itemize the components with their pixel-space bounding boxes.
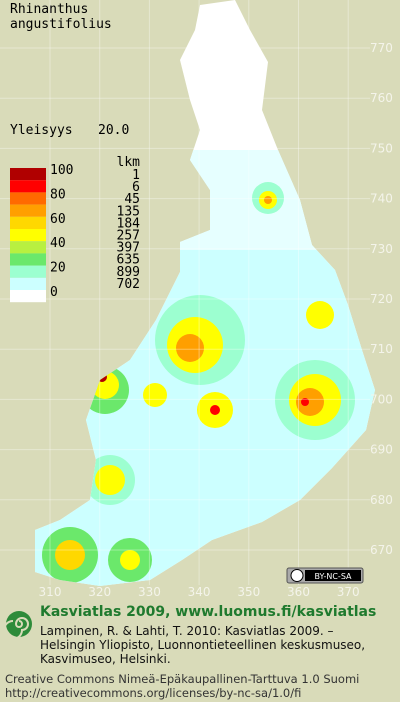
count-label: 45 [124, 192, 140, 207]
frequency-value: 20.0 [98, 123, 129, 138]
y-grid-label: 740 [370, 192, 393, 206]
legend-swatch [10, 216, 46, 229]
x-grid-label: 340 [188, 585, 211, 599]
legend-swatch [10, 241, 46, 254]
y-grid-label: 750 [370, 141, 393, 155]
y-grid-label: 730 [370, 242, 393, 256]
count-header: lkm [117, 155, 141, 170]
x-grid-label: 350 [237, 585, 260, 599]
y-grid-label: 770 [370, 41, 393, 55]
legend-swatch [10, 253, 46, 266]
y-grid-label: 720 [370, 292, 393, 306]
logo [3, 611, 32, 640]
legend-swatch [10, 290, 46, 303]
citation: Kasvimuseo, Helsinki. [40, 652, 171, 666]
y-grid-label: 690 [370, 443, 393, 457]
badge-text: BY-NC-SA [314, 572, 352, 581]
legend-swatch [10, 168, 46, 181]
scale-label: 60 [50, 212, 66, 227]
legend-swatch [10, 229, 46, 242]
species-name: angustifolius [10, 17, 112, 32]
grid: 310 320 330 340 350 360 370 770 760 750 740 730 720 7… [0, 0, 393, 599]
legend-swatch [10, 180, 46, 193]
x-grid-label: 330 [138, 585, 161, 599]
species-name: Rhinanthus [10, 2, 88, 17]
y-grid-label: 670 [370, 543, 393, 557]
count-label: 184 [117, 216, 141, 231]
frequency-label: Yleisyys [10, 123, 73, 138]
license-badge: BY-NC-SA [286, 567, 364, 584]
x-grid-label: 370 [337, 585, 360, 599]
y-grid-label: 710 [370, 342, 393, 356]
count-label: 702 [117, 277, 140, 292]
count-label: 135 [117, 204, 140, 219]
count-label: 1 [132, 168, 140, 183]
count-label: 6 [132, 180, 140, 195]
legend-swatch [10, 204, 46, 217]
license-url: http://creativecommons.org/licenses/by-n… [5, 686, 301, 700]
footer-title: Kasviatlas 2009, www.luomus.fi/kasviatla… [40, 604, 376, 620]
y-grid-label: 760 [370, 91, 393, 105]
x-grid-label: 360 [287, 585, 310, 599]
legend-swatch [10, 265, 46, 278]
x-grid-label: 310 [39, 585, 62, 599]
x-grid-label: 320 [88, 585, 111, 599]
scale-label: 100 [50, 163, 73, 178]
y-grid-label: 700 [370, 392, 393, 406]
hotspots [42, 182, 355, 583]
y-grid-label: 680 [370, 493, 393, 507]
count-label: 397 [117, 241, 140, 256]
scale-label: 20 [50, 261, 66, 276]
legend-swatch [10, 192, 46, 205]
citation: Helsingin Yliopisto, Luonnontieteellinen… [40, 638, 365, 652]
scale-label: 40 [50, 236, 66, 251]
count-label: 899 [117, 265, 140, 280]
scale-label: 80 [50, 187, 66, 202]
license: Creative Commons Nimeä-Epäkaupallinen-Ta… [5, 672, 359, 686]
legend-swatch [10, 277, 46, 290]
count-label: 257 [117, 229, 140, 244]
citation: Lampinen, R. & Lahti, T. 2010: Kasviatla… [40, 624, 334, 638]
scale-label: 0 [50, 285, 58, 300]
count-label: 635 [117, 253, 140, 268]
